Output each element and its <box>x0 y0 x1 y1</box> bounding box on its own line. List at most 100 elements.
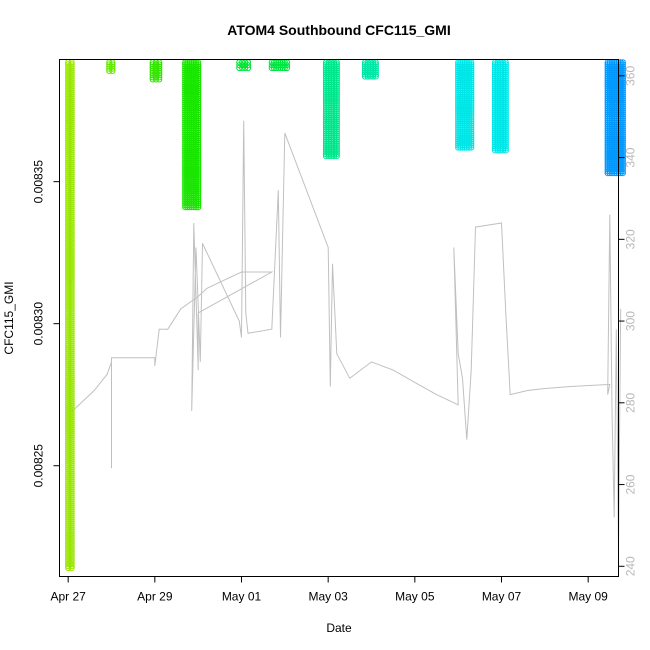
data-point <box>195 159 202 166</box>
data-point <box>68 330 75 337</box>
data-point <box>195 204 202 211</box>
data-point <box>502 135 509 142</box>
data-point <box>68 522 75 529</box>
data-point <box>195 171 202 179</box>
data-point <box>68 271 75 279</box>
data-point <box>502 89 509 96</box>
data-point <box>65 502 72 509</box>
data-point <box>65 173 72 180</box>
data-point <box>333 95 340 103</box>
data-point <box>468 118 475 125</box>
data-point <box>468 93 475 100</box>
series-1 <box>65 59 75 572</box>
data-point <box>65 205 72 212</box>
data-point <box>68 320 75 327</box>
data-point <box>195 127 202 134</box>
data-point <box>68 91 75 98</box>
data-point <box>68 193 75 200</box>
data-point <box>68 314 75 321</box>
data-point <box>65 177 72 184</box>
data-point <box>68 81 75 88</box>
data-point <box>68 257 75 265</box>
data-point <box>65 79 72 86</box>
data-point <box>68 251 75 259</box>
data-point <box>502 133 509 140</box>
data-point <box>68 380 75 387</box>
data-point <box>68 255 75 263</box>
data-point <box>68 213 75 220</box>
data-point <box>65 298 72 305</box>
data-point <box>65 406 72 413</box>
data-point <box>65 296 72 303</box>
data-point <box>68 261 75 269</box>
data-point <box>68 123 75 130</box>
data-point <box>68 478 75 485</box>
data-point <box>68 506 75 513</box>
data-point <box>372 67 379 74</box>
data-point <box>65 101 72 108</box>
data-point <box>68 562 75 570</box>
data-point <box>468 99 475 107</box>
data-point <box>65 478 72 485</box>
data-point <box>468 89 475 96</box>
data-point <box>68 286 75 293</box>
data-point <box>68 500 75 507</box>
data-point <box>65 83 72 90</box>
data-point <box>68 442 75 449</box>
data-point <box>65 211 72 218</box>
data-point <box>619 95 626 102</box>
data-point <box>619 69 626 76</box>
data-point <box>68 464 75 471</box>
data-point <box>68 432 75 439</box>
data-point <box>502 147 509 154</box>
data-point <box>65 147 72 154</box>
data-point <box>65 550 72 558</box>
data-point <box>619 131 626 138</box>
data-point <box>68 171 75 178</box>
data-point <box>65 510 72 517</box>
data-point <box>372 65 379 72</box>
data-point <box>619 101 626 108</box>
data-point <box>68 99 75 106</box>
data-point <box>502 113 509 120</box>
data-point <box>619 149 626 157</box>
data-point <box>68 247 75 255</box>
data-point <box>68 229 75 236</box>
data-point <box>68 217 75 224</box>
data-point <box>65 496 72 503</box>
data-point <box>68 382 75 389</box>
data-point <box>68 259 75 267</box>
data-point <box>68 147 75 154</box>
y2-tick-label: 340 <box>624 147 638 167</box>
data-point <box>65 69 72 76</box>
data-point <box>68 269 75 277</box>
data-point <box>65 71 72 78</box>
data-point <box>68 408 75 415</box>
data-point <box>333 140 340 147</box>
data-point <box>65 416 72 423</box>
data-point <box>619 61 626 68</box>
data-point <box>68 548 75 556</box>
data-point <box>195 109 202 116</box>
data-point <box>68 304 75 311</box>
data-point <box>65 512 72 519</box>
data-point <box>68 502 75 509</box>
data-point <box>68 508 75 515</box>
data-point <box>65 362 72 369</box>
data-point <box>65 378 72 385</box>
data-point <box>65 458 72 465</box>
data-point <box>68 187 75 194</box>
data-point <box>502 75 509 82</box>
data-point <box>68 402 75 409</box>
data-point <box>195 69 202 76</box>
data-point <box>65 506 72 513</box>
data-point <box>65 261 72 269</box>
data-point <box>333 130 340 137</box>
data-point <box>619 166 626 173</box>
data-point <box>195 97 202 104</box>
data-point <box>195 163 202 171</box>
data-point <box>195 83 202 90</box>
data-point <box>468 126 475 133</box>
data-point <box>68 362 75 369</box>
data-point <box>65 231 72 238</box>
